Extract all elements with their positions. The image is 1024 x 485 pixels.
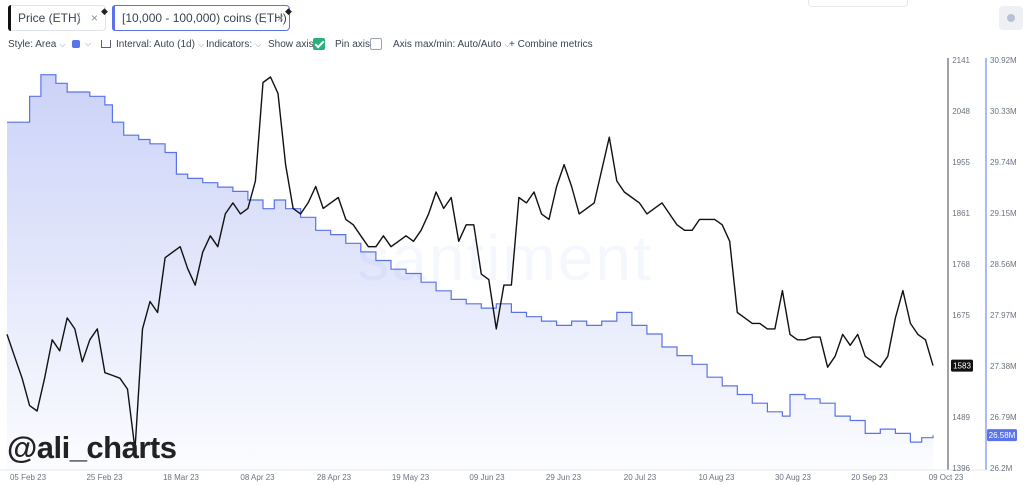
more-options-icon[interactable]: ⋮ — [73, 10, 86, 25]
current-value-group: 1583 26.58M — [951, 359, 1017, 442]
chevron-down-icon: ⌵ — [197, 40, 205, 49]
metric-tab-bar: Price (ETH) ◆ ⋮ × [10,000 - 100,000) coi… — [0, 0, 1024, 36]
style-label: Style: Area — [8, 39, 57, 50]
holdings-area-fill — [7, 74, 933, 470]
chevron-down-icon: ⌵ — [255, 40, 262, 49]
date-tick-label: 20 Jul 23 — [624, 473, 657, 482]
price-tick-label: 2141 — [952, 56, 970, 65]
chevron-down-icon: ⌵ — [59, 40, 66, 49]
date-tick-label: 30 Aug 23 — [775, 473, 812, 482]
style-selector[interactable]: Style: Area ⌵ — [8, 39, 65, 50]
candle-icon — [101, 40, 111, 48]
santiment-watermark: santiment — [357, 222, 652, 294]
price-current-badge — [951, 359, 973, 372]
close-icon[interactable]: × — [91, 11, 99, 25]
date-tick-label: 05 Feb 23 — [10, 473, 47, 482]
holdings-tick-label: 28.56M — [990, 260, 1017, 269]
tab-color-bar — [112, 5, 115, 31]
color-swatch — [72, 40, 80, 48]
chevron-down-icon: ⌵ — [504, 40, 511, 49]
pin-axis-checkbox[interactable] — [370, 38, 382, 50]
price-tick-label: 1955 — [952, 158, 970, 167]
pin-axis-label: Pin axis — [335, 39, 371, 50]
date-tick-label: 08 Apr 23 — [240, 473, 275, 482]
drag-handle-icon[interactable]: ◆ — [101, 6, 108, 16]
holdings-tick-label: 30.92M — [990, 56, 1017, 65]
date-tick-label: 10 Aug 23 — [698, 473, 735, 482]
date-tick-label: 20 Sep 23 — [851, 473, 888, 482]
color-picker[interactable]: ⌵ — [70, 36, 94, 52]
more-options-icon[interactable]: ⋮ — [259, 10, 272, 25]
settings-button[interactable] — [999, 6, 1023, 30]
price-tick-group: 2141 2048 1955 1861 1768 1675 1583 1489 1396 — [952, 56, 970, 473]
author-handle: @ali_charts — [7, 430, 177, 465]
holdings-tick-label: 29.15M — [990, 209, 1017, 218]
close-icon[interactable]: × — [277, 11, 285, 25]
date-tick-label: 28 Apr 23 — [317, 473, 352, 482]
interval-selector[interactable]: Interval: Auto (1d) ⌵ — [101, 39, 204, 50]
tab-label: Price (ETH) — [18, 11, 81, 25]
holdings-tick-group: 30.92M 30.33M 29.74M 29.15M 28.56M 27.97M 27.3… — [990, 56, 1017, 473]
price-tick-label: 1861 — [952, 209, 970, 218]
price-current-label: 1583 — [953, 362, 971, 371]
chevron-down-icon: ⌵ — [85, 39, 92, 48]
tab-holdings-band[interactable]: [10,000 - 100,000) coins (ETH) ◆ ⋮ × — [112, 5, 292, 31]
tab-label: [10,000 - 100,000) coins (ETH) — [122, 11, 287, 25]
tab-color-bar — [8, 5, 11, 31]
header-button[interactable] — [808, 0, 908, 7]
price-tick-label: 1489 — [952, 413, 970, 422]
date-tick-label: 25 Feb 23 — [86, 473, 123, 482]
price-tick-label: 1768 — [952, 260, 970, 269]
holdings-tick-label: 27.38M — [990, 362, 1017, 371]
price-tick-label: 1396 — [952, 464, 970, 473]
holdings-current-badge — [987, 429, 1017, 442]
price-line-group — [6, 76, 934, 451]
price-line — [6, 76, 934, 451]
holdings-tick-label: 26.2M — [990, 464, 1013, 473]
holdings-line — [7, 74, 934, 443]
tab-price-eth[interactable]: Price (ETH) ◆ ⋮ × — [8, 5, 108, 31]
date-tick-label: 29 Jun 23 — [546, 473, 582, 482]
chart-toolbar: Style: Area ⌵ ⌵ Interval: Auto (1d) ⌵ Indi… — [0, 36, 1024, 56]
price-tick-label: 2048 — [952, 107, 970, 116]
holdings-tick-label: 26.79M — [990, 413, 1017, 422]
holdings-tick-label: 30.33M — [990, 107, 1017, 116]
price-tick-label: 1675 — [952, 311, 970, 320]
show-axis-checkbox[interactable] — [313, 38, 325, 50]
indicators-label: Indicators: — [206, 39, 253, 50]
holdings-current-label: 26.58M — [989, 431, 1016, 440]
interval-label: Interval: Auto (1d) — [116, 39, 195, 50]
axis-minmax-label: Axis max/min: Auto/Auto — [393, 39, 502, 50]
drag-handle-icon[interactable]: ◆ — [285, 6, 292, 16]
date-tick-label: 19 May 23 — [392, 473, 430, 482]
date-tick-label: 18 Mar 23 — [163, 473, 200, 482]
combine-metrics-button[interactable]: + Combine metrics — [509, 39, 593, 50]
holdings-tick-label: 27.97M — [990, 311, 1017, 320]
holdings-tick-label: 29.74M — [990, 158, 1017, 167]
indicators-selector[interactable]: Indicators: ⌵ — [206, 39, 261, 50]
date-tick-label: 09 Jun 23 — [469, 473, 505, 482]
date-tick-label: 09 Oct 23 — [929, 473, 964, 482]
holdings-area-group — [7, 74, 934, 470]
date-tick-group: 05 Feb 23 25 Feb 23 18 Mar 23 08 Apr 23 28 A… — [10, 473, 964, 482]
axis-minmax-selector[interactable]: Axis max/min: Auto/Auto ⌵ — [393, 39, 510, 50]
show-axis-label: Show axis — [268, 39, 314, 50]
settings-dot-icon — [1007, 14, 1015, 22]
